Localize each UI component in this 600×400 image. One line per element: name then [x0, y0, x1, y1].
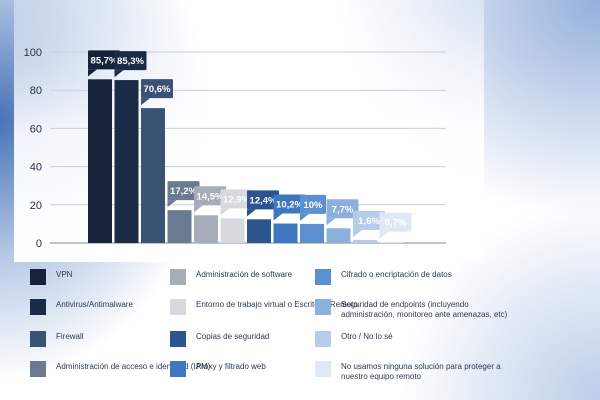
legend-swatch — [30, 361, 46, 377]
legend-swatch — [170, 269, 186, 285]
legend-label: VPN — [56, 270, 73, 279]
legend-item: Cifrado o encriptación de datos — [315, 266, 452, 285]
bar — [220, 218, 245, 243]
svg-text:14,5%: 14,5% — [197, 191, 224, 202]
svg-text:12,9%: 12,9% — [223, 194, 250, 205]
legend-swatch — [170, 361, 186, 377]
y-tick-label: 60 — [30, 123, 42, 135]
bar — [194, 215, 218, 243]
legend-swatch — [315, 269, 331, 285]
legend-item: Administración de software — [170, 266, 292, 285]
svg-text:10%: 10% — [303, 200, 323, 211]
svg-text:85,7%: 85,7% — [91, 55, 118, 66]
data-label: 10,2% — [273, 194, 306, 221]
legend-swatch — [170, 331, 186, 347]
legend-label: Administración de acceso e identidad (IA… — [56, 362, 211, 371]
bar — [353, 239, 377, 243]
legend-swatch — [30, 269, 46, 285]
chart-legend: VPN Antivirus/Antimalware Firewall Administ… — [30, 264, 590, 394]
data-label: 14,5% — [194, 186, 226, 213]
svg-text:70,6%: 70,6% — [144, 84, 171, 95]
legend-item: Firewall — [30, 328, 84, 347]
legend-swatch — [315, 299, 331, 315]
svg-text:7,7%: 7,7% — [332, 204, 354, 215]
data-label: 7,7% — [326, 199, 359, 226]
legend-item: Otro / No lo sé — [315, 328, 393, 347]
data-label: 0,7% — [379, 212, 412, 239]
svg-text:17,2%: 17,2% — [170, 186, 197, 197]
svg-text:10,2%: 10,2% — [276, 200, 303, 211]
data-label: 10% — [300, 194, 326, 221]
bar — [300, 223, 324, 243]
legend-swatch — [170, 299, 186, 315]
legend-label: Copias de seguridad — [196, 332, 270, 341]
legend-swatch — [315, 331, 331, 347]
bar — [114, 80, 139, 244]
svg-text:12,4%: 12,4% — [250, 195, 277, 206]
data-label: 12,4% — [247, 190, 279, 217]
legend-item: VPN — [30, 266, 72, 285]
legend-item: No usamos ninguna solución para proteger… — [315, 358, 513, 382]
legend-swatch — [315, 361, 331, 377]
legend-swatch — [30, 331, 46, 347]
y-tick-label: 80 — [30, 85, 42, 97]
y-tick-label: 40 — [30, 162, 42, 174]
legend-item: Copias de seguridad — [170, 328, 269, 347]
y-tick-label: 0 — [36, 238, 42, 250]
legend-label: Cifrado o encriptación de datos — [341, 270, 452, 279]
data-label: 85,3% — [114, 51, 147, 78]
legend-item: Entorno de trabajo virtual o Escritorio … — [170, 296, 358, 315]
svg-text:0,7%: 0,7% — [385, 218, 407, 229]
svg-text:1,6%: 1,6% — [358, 216, 380, 227]
legend-label: Entorno de trabajo virtual o Escritorio … — [196, 300, 358, 309]
legend-label: Firewall — [56, 332, 84, 341]
legend-label: Proxy y filtrado web — [196, 362, 266, 371]
legend-label: Otro / No lo sé — [341, 332, 393, 341]
data-label: 1,6% — [353, 210, 385, 237]
legend-label: Antivirus/Antimalware — [56, 300, 133, 309]
legend-swatch — [30, 299, 46, 315]
bar — [247, 219, 271, 243]
legend-item: Proxy y filtrado web — [170, 358, 266, 377]
legend-label: Administración de software — [196, 270, 293, 279]
data-label: 17,2% — [167, 181, 200, 208]
data-label: 70,6% — [141, 79, 173, 106]
bar — [88, 79, 112, 243]
bar — [141, 108, 165, 244]
y-tick-label: 20 — [30, 200, 42, 212]
legend-item: Antivirus/Antimalware — [30, 296, 133, 315]
data-label: 12,9% — [220, 189, 253, 216]
svg-text:85,3%: 85,3% — [117, 56, 144, 67]
bar — [379, 241, 404, 243]
bar — [273, 223, 298, 243]
legend-item: Seguridad de endpoints (incluyendo admin… — [315, 296, 513, 320]
bar — [167, 210, 192, 243]
data-label: 85,7% — [88, 50, 120, 77]
y-tick-label: 100 — [24, 47, 42, 59]
legend-item: Administración de acceso e identidad (IA… — [30, 358, 210, 377]
legend-label: No usamos ninguna solución para proteger… — [341, 362, 501, 381]
bar — [326, 228, 351, 243]
legend-label: Seguridad de endpoints (incluyendo admin… — [341, 300, 508, 319]
